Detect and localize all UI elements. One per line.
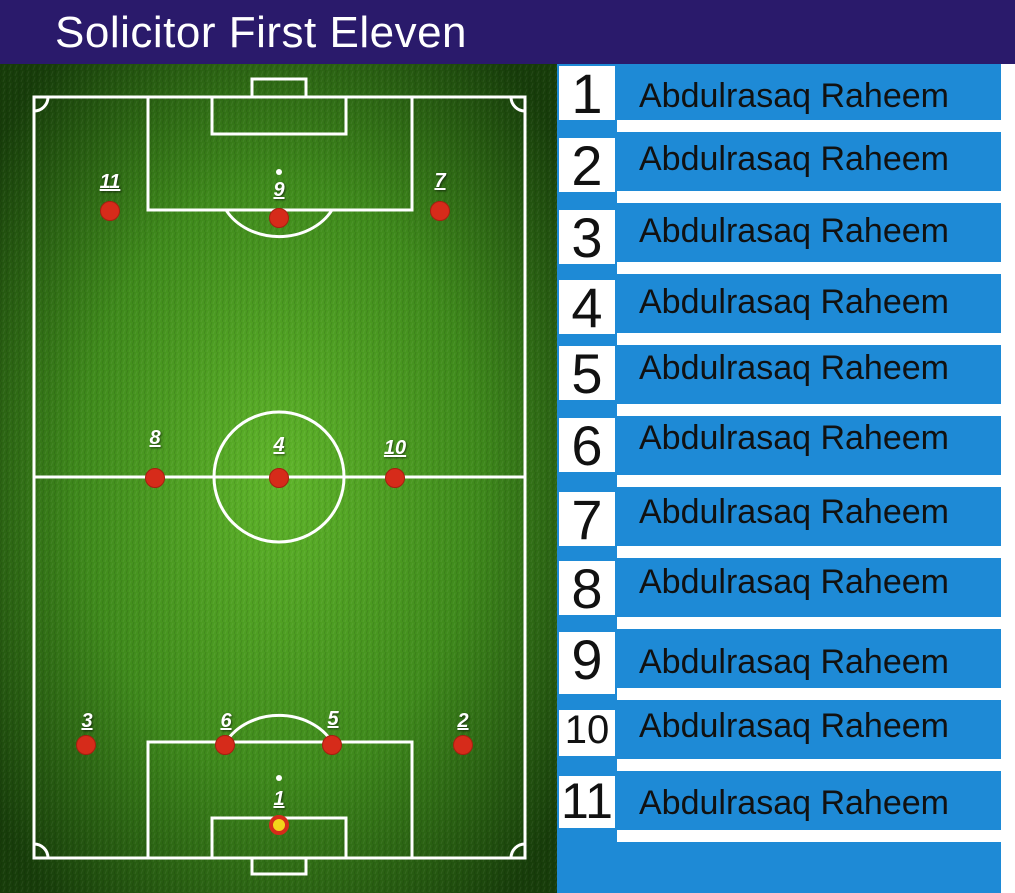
header-bar: Solicitor First Eleven xyxy=(0,0,1015,64)
roster-player-name: Abdulrasaq Raheem xyxy=(639,212,949,250)
player-marker-8[interactable] xyxy=(145,468,165,488)
player-label-9: 9 xyxy=(273,179,285,201)
roster-player-name: Abdulrasaq Raheem xyxy=(639,563,949,601)
bottom-penalty-spot xyxy=(276,775,282,781)
roster-number: 4 xyxy=(559,280,615,336)
player-label-8: 8 xyxy=(149,427,161,449)
roster-number: 5 xyxy=(559,346,615,402)
top-penalty-spot xyxy=(276,169,282,175)
player-marker-3[interactable] xyxy=(76,735,96,755)
row-separator xyxy=(617,262,1001,274)
row-separator xyxy=(617,759,1001,771)
roster-number: 11 xyxy=(559,776,615,828)
roster-number: 10 xyxy=(559,710,615,756)
roster-number: 8 xyxy=(559,561,615,617)
roster-number: 3 xyxy=(559,210,615,266)
roster-player-name: Abdulrasaq Raheem xyxy=(639,349,949,387)
player-marker-5[interactable] xyxy=(322,735,342,755)
roster-number: 9 xyxy=(559,632,615,694)
player-marker-10[interactable] xyxy=(385,468,405,488)
player-marker-7[interactable] xyxy=(430,201,450,221)
player-label-11: 11 xyxy=(99,171,121,193)
roster-number: 6 xyxy=(559,418,615,474)
roster-player-name: Abdulrasaq Raheem xyxy=(639,419,949,457)
row-separator xyxy=(617,617,1001,629)
player-label-7: 7 xyxy=(434,170,446,192)
corner-arc-br xyxy=(509,842,526,859)
player-label-2: 2 xyxy=(457,710,469,732)
top-goal xyxy=(250,77,308,99)
corner-arc-bl xyxy=(33,842,50,859)
row-separator xyxy=(617,191,1001,203)
roster-player-name: Abdulrasaq Raheem xyxy=(639,784,949,822)
row-separator xyxy=(617,688,1001,700)
player-marker-2[interactable] xyxy=(453,735,473,755)
player-label-3: 3 xyxy=(81,710,93,732)
player-marker-4[interactable] xyxy=(269,468,289,488)
bottom-penalty-arc xyxy=(224,714,334,743)
player-marker-11[interactable] xyxy=(100,201,120,221)
roster-panel: 1 2 3 4 5 6 7 8 9 10 11 Abdulrasaq Rahee… xyxy=(557,64,1015,893)
pitch-markings xyxy=(32,77,527,876)
player-marker-9[interactable] xyxy=(269,208,289,228)
row-separator xyxy=(617,333,1001,345)
top-penalty-arc xyxy=(224,209,334,238)
roster-number: 1 xyxy=(559,66,615,122)
row-separator xyxy=(617,830,1001,842)
bottom-goal xyxy=(250,856,308,876)
row-separator xyxy=(617,120,1001,132)
corner-arc-tl xyxy=(33,96,50,113)
player-label-1: 1 xyxy=(273,788,285,810)
roster-number: 2 xyxy=(559,138,615,194)
roster-player-name: Abdulrasaq Raheem xyxy=(639,707,949,745)
player-label-5: 5 xyxy=(327,708,339,730)
roster-player-name: Abdulrasaq Raheem xyxy=(639,643,949,681)
player-label-6: 6 xyxy=(220,710,232,732)
roster-player-name: Abdulrasaq Raheem xyxy=(639,493,949,531)
row-separator xyxy=(617,475,1001,487)
roster-player-name: Abdulrasaq Raheem xyxy=(639,283,949,321)
player-marker-6[interactable] xyxy=(215,735,235,755)
football-pitch: 1 2 3 4 5 6 7 8 9 10 11 xyxy=(0,64,557,893)
roster-number: 7 xyxy=(559,492,615,548)
page-title: Solicitor First Eleven xyxy=(55,8,468,57)
corner-arc-tr xyxy=(509,96,526,113)
row-separator xyxy=(617,404,1001,416)
top-goal-area xyxy=(210,95,348,136)
player-marker-1[interactable] xyxy=(269,815,289,835)
roster-player-name: Abdulrasaq Raheem xyxy=(639,77,949,115)
centre-circle xyxy=(212,410,346,544)
player-label-4: 4 xyxy=(273,434,285,456)
player-label-10: 10 xyxy=(383,437,407,459)
row-separator xyxy=(617,546,1001,558)
roster-player-name: Abdulrasaq Raheem xyxy=(639,140,949,178)
